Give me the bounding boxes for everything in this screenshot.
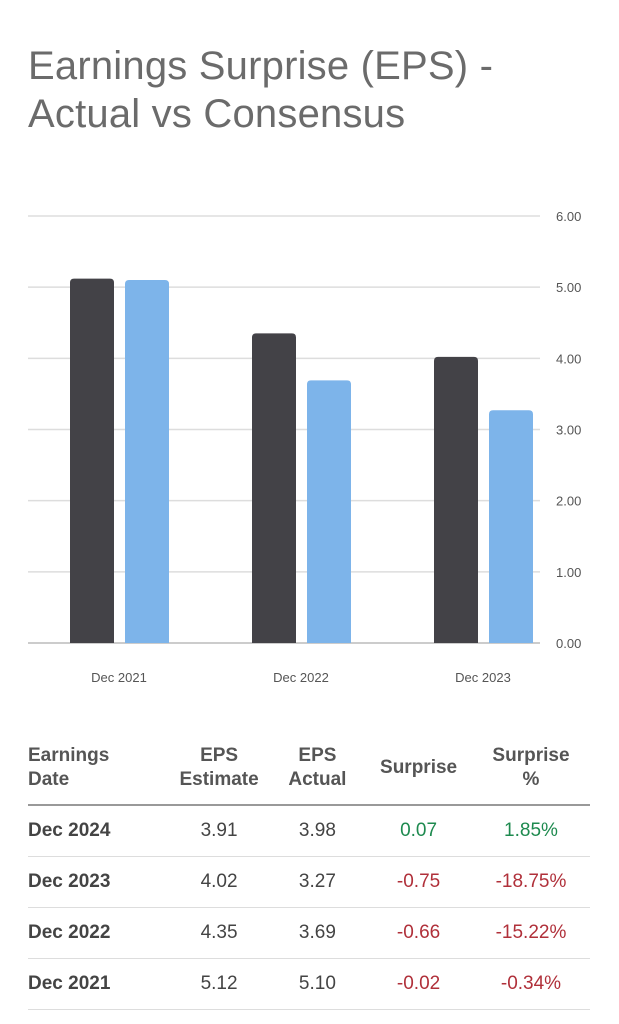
title-line-2: Actual vs Consensus xyxy=(28,92,406,136)
x-tick-label: Dec 2021 xyxy=(91,670,147,685)
surprise: 0.07 xyxy=(365,805,472,857)
bar-actual xyxy=(489,410,533,643)
eps-estimate: 5.12 xyxy=(168,958,270,1010)
column-header: Surprise% xyxy=(471,736,590,806)
earnings-date: Dec 2022 xyxy=(28,907,169,959)
table-row: Dec 2022 4.35 3.69 -0.66 -15.22% xyxy=(28,907,590,959)
title-line-1: Earnings Surprise (EPS) - xyxy=(28,44,494,88)
eps-bar-chart: 0.00 1.00 2.00 3.00 4.00 5.00 6.00 Dec 2021 Dec … xyxy=(28,209,581,685)
bar-actual xyxy=(307,380,351,643)
earnings-date: Dec 2024 xyxy=(28,805,169,857)
earnings-table: Earnings Date EPS Estimate EPS Actual Surprise… xyxy=(28,736,590,1010)
surprise-percent: 1.85% xyxy=(471,805,590,857)
table-row: Dec 2024 3.91 3.98 0.07 1.85% xyxy=(28,805,590,857)
eps-estimate: 3.91 xyxy=(168,805,270,857)
y-tick-label: 2.00 xyxy=(556,494,581,509)
y-tick-label: 1.00 xyxy=(556,565,581,580)
surprise: -0.02 xyxy=(365,958,472,1010)
earnings-date: Dec 2021 xyxy=(28,958,169,1010)
x-tick-label: Dec 2023 xyxy=(455,670,511,685)
y-tick-label: 3.00 xyxy=(556,423,581,438)
y-tick-label: 0.00 xyxy=(556,636,581,651)
eps-actual: 3.98 xyxy=(269,805,366,857)
column-header: EPS Actual xyxy=(269,736,366,806)
eps-actual: 5.10 xyxy=(269,958,366,1010)
table-row: Dec 2023 4.02 3.27 -0.75 -18.75% xyxy=(28,856,590,908)
eps-estimate: 4.02 xyxy=(168,856,270,908)
surprise-percent: -18.75% xyxy=(471,856,590,908)
earnings-date: Dec 2023 xyxy=(28,856,169,908)
bar-actual xyxy=(125,280,169,643)
y-tick-label: 4.00 xyxy=(556,351,581,366)
surprise: -0.66 xyxy=(365,907,472,959)
table-row: Dec 2021 5.12 5.10 -0.02 -0.34% xyxy=(28,958,590,1010)
surprise-percent: -0.34% xyxy=(471,958,590,1010)
y-tick-label: 5.00 xyxy=(556,280,581,295)
column-header: Surprise xyxy=(365,736,472,806)
bar-estimate xyxy=(434,356,478,643)
eps-actual: 3.69 xyxy=(269,907,366,959)
chart-title: Earnings Surprise (EPS) - Actual vs Conse… xyxy=(28,42,493,138)
bar-estimate xyxy=(252,333,296,643)
eps-actual: 3.27 xyxy=(269,856,366,908)
y-tick-label: 6.00 xyxy=(556,209,581,224)
column-header: Earnings Date xyxy=(28,736,169,806)
column-header: EPS Estimate xyxy=(168,736,270,806)
eps-estimate: 4.35 xyxy=(168,907,270,959)
surprise: -0.75 xyxy=(365,856,472,908)
surprise-percent: -15.22% xyxy=(471,907,590,959)
x-tick-label: Dec 2022 xyxy=(273,670,329,685)
table-header-row: Earnings Date EPS Estimate EPS Actual Surprise… xyxy=(28,736,590,806)
bar-estimate xyxy=(70,278,114,643)
